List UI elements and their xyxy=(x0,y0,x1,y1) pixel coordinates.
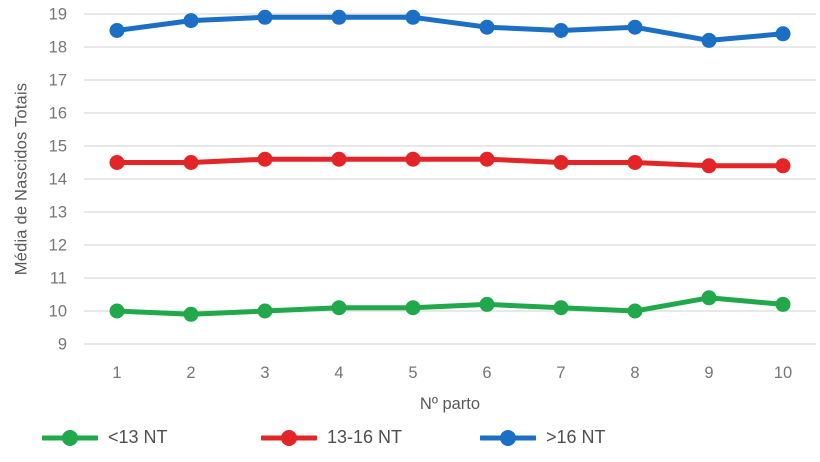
y-axis-title: Média de Nascidos Totais xyxy=(12,82,31,276)
x-tick-label: 6 xyxy=(482,364,491,382)
series-line xyxy=(114,156,786,169)
x-tick-label: 10 xyxy=(774,364,792,382)
data-point-marker xyxy=(553,300,569,316)
x-tick-label: 1 xyxy=(112,364,121,382)
y-tick-label: 9 xyxy=(58,336,67,354)
x-tick-label: 2 xyxy=(186,364,195,382)
data-point-marker xyxy=(627,155,643,170)
data-point-marker xyxy=(775,158,791,174)
legend-marker-icon xyxy=(42,429,98,446)
series-line xyxy=(114,295,786,317)
data-point-marker xyxy=(553,23,569,38)
legend-marker-icon xyxy=(480,429,536,446)
x-tick-label: 3 xyxy=(260,364,269,382)
data-point-marker xyxy=(331,300,347,316)
x-tick-label: 8 xyxy=(630,364,639,382)
data-point-marker xyxy=(479,19,495,35)
legend-label: 13-16 NT xyxy=(327,427,403,447)
series-2 xyxy=(109,9,791,48)
data-point-marker xyxy=(183,155,199,170)
data-point-marker xyxy=(109,155,125,170)
data-point-marker xyxy=(479,151,495,167)
data-point-marker xyxy=(109,303,125,319)
y-tick-label: 17 xyxy=(49,72,67,90)
y-tick-label: 16 xyxy=(49,105,67,123)
data-point-marker xyxy=(257,303,273,319)
data-point-marker xyxy=(553,155,569,170)
chart-legend: <13 NT 13-16 NT >16 NT xyxy=(0,427,820,448)
x-tick-label: 7 xyxy=(556,364,565,382)
y-tick-label: 13 xyxy=(49,204,67,222)
legend-item: <13 NT xyxy=(42,427,261,448)
data-point-marker xyxy=(701,158,717,174)
data-point-marker xyxy=(183,13,199,29)
legend-item: >16 NT xyxy=(480,427,699,448)
data-point-marker xyxy=(775,26,791,42)
data-point-marker xyxy=(257,9,273,25)
legend-item: 13-16 NT xyxy=(261,427,480,448)
data-point-marker xyxy=(257,151,273,167)
data-point-marker xyxy=(701,32,717,48)
y-tick-label: 10 xyxy=(49,303,67,321)
data-point-marker xyxy=(627,19,643,35)
series-0 xyxy=(109,290,791,322)
y-tick-label: 18 xyxy=(49,39,67,57)
x-axis-tick-labels: 1 2 3 4 5 6 7 8 9 10 xyxy=(112,364,792,382)
data-point-marker xyxy=(775,296,791,312)
gridlines xyxy=(84,13,816,345)
y-tick-label: 14 xyxy=(49,171,67,189)
legend-label: <13 NT xyxy=(108,427,168,447)
x-tick-label: 9 xyxy=(704,364,713,382)
x-tick-label: 5 xyxy=(408,364,417,382)
data-point-marker xyxy=(405,151,421,167)
y-tick-label: 11 xyxy=(50,270,67,288)
data-point-marker xyxy=(701,290,717,306)
y-tick-label: 19 xyxy=(49,6,67,24)
x-tick-label: 4 xyxy=(334,364,343,382)
data-point-marker xyxy=(405,300,421,316)
y-tick-label: 12 xyxy=(49,237,67,255)
x-axis-title: Nº parto xyxy=(419,395,481,413)
data-point-marker xyxy=(627,303,643,319)
series-line xyxy=(114,14,786,43)
data-point-marker xyxy=(405,9,421,25)
data-point-marker xyxy=(331,151,347,167)
y-tick-label: 15 xyxy=(49,138,67,156)
series-1 xyxy=(109,151,791,174)
legend-marker-icon xyxy=(261,429,317,446)
y-axis-tick-labels: 9 10 11 12 13 14 15 16 17 18 19 xyxy=(49,6,67,354)
legend-label: >16 NT xyxy=(546,427,606,447)
data-point-marker xyxy=(183,306,199,322)
data-point-marker xyxy=(109,23,125,38)
data-point-marker xyxy=(331,9,347,25)
data-point-marker xyxy=(479,296,495,312)
